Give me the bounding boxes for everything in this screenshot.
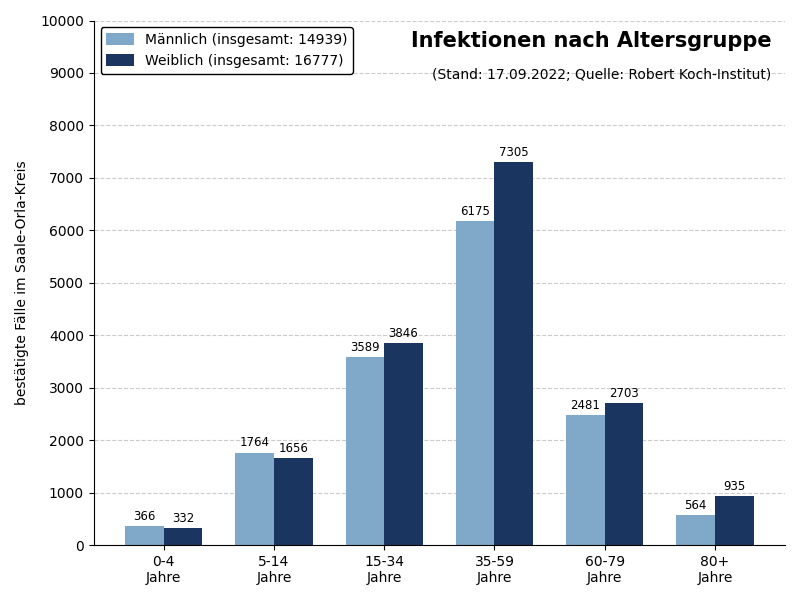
Bar (235, 452, 274, 545)
Bar (715, 496, 754, 545)
Text: Infektionen nach Altersgruppe: Infektionen nach Altersgruppe (410, 31, 771, 51)
Bar (164, 527, 202, 545)
Bar (384, 343, 423, 545)
Bar (274, 458, 313, 545)
Text: 332: 332 (172, 512, 194, 524)
Bar (125, 526, 164, 545)
Text: 564: 564 (685, 499, 707, 512)
Bar (494, 162, 533, 545)
Text: 3589: 3589 (350, 341, 380, 353)
Bar (456, 221, 494, 545)
Text: 935: 935 (723, 480, 746, 493)
Text: 2481: 2481 (570, 399, 600, 412)
Bar (346, 357, 384, 545)
Text: 6175: 6175 (460, 205, 490, 218)
Text: 3846: 3846 (389, 327, 418, 340)
Bar (566, 415, 605, 545)
Text: (Stand: 17.09.2022; Quelle: Robert Koch-Institut): (Stand: 17.09.2022; Quelle: Robert Koch-… (432, 68, 771, 82)
Text: 1656: 1656 (278, 442, 308, 455)
Text: 1764: 1764 (240, 436, 270, 449)
Bar (676, 515, 715, 545)
Legend: Männlich (insgesamt: 14939), Weiblich (insgesamt: 16777): Männlich (insgesamt: 14939), Weiblich (i… (101, 28, 353, 74)
Y-axis label: bestätigte Fälle im Saale-Orla-Kreis: bestätigte Fälle im Saale-Orla-Kreis (15, 160, 29, 405)
Text: 366: 366 (134, 510, 156, 523)
Text: 7305: 7305 (499, 146, 529, 159)
Bar (605, 403, 643, 545)
Text: 2703: 2703 (609, 387, 639, 400)
